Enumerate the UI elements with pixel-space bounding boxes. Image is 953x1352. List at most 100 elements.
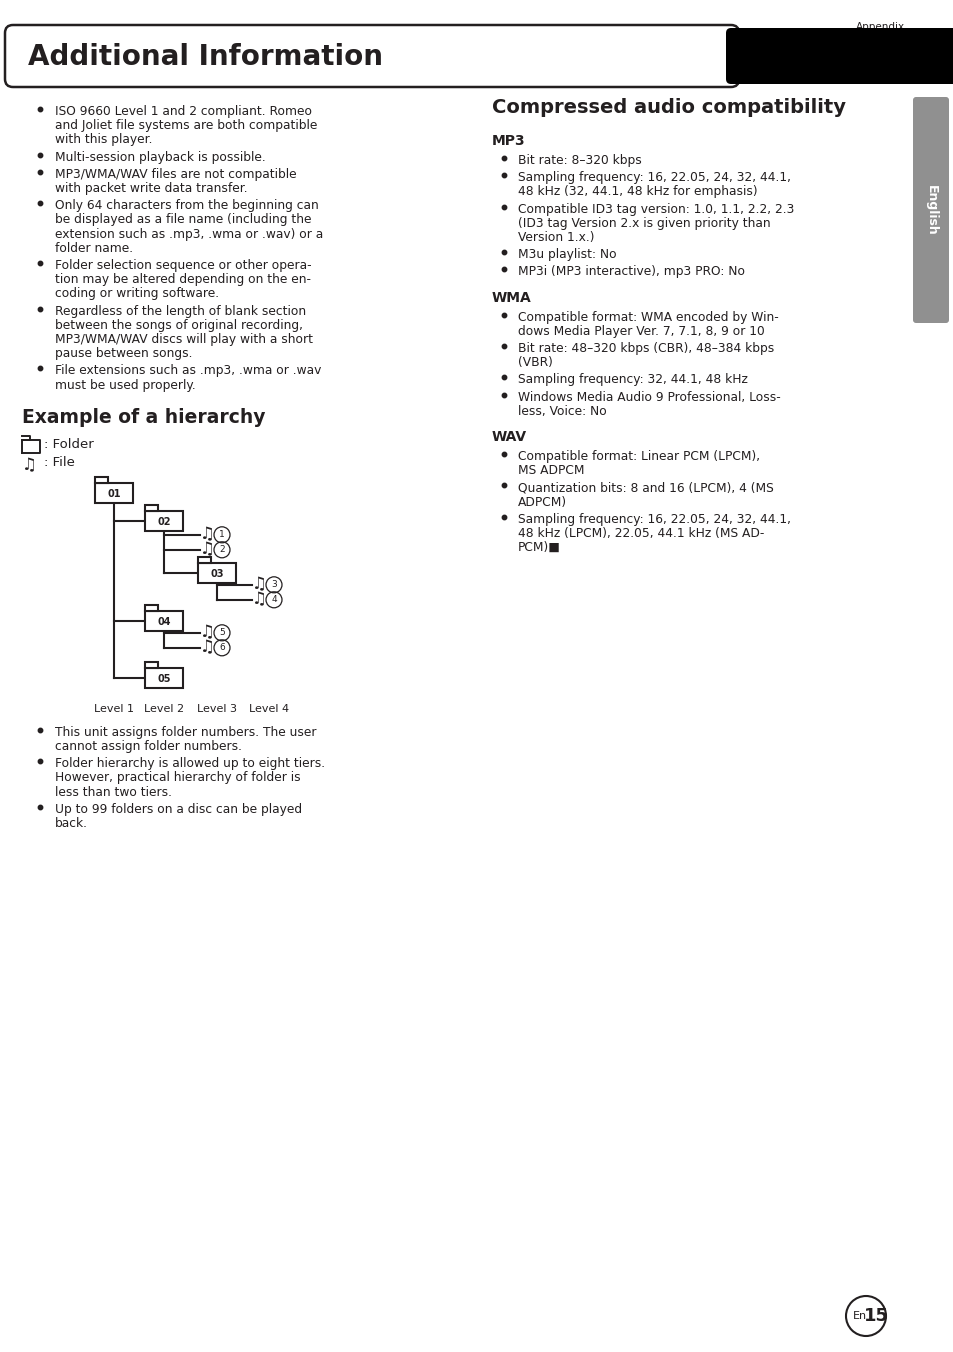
Polygon shape — [22, 435, 30, 439]
Circle shape — [845, 1297, 885, 1336]
Text: Version 1.x.): Version 1.x.) — [517, 231, 594, 243]
Text: Up to 99 folders on a disc can be played: Up to 99 folders on a disc can be played — [55, 803, 302, 815]
FancyBboxPatch shape — [5, 24, 739, 87]
Text: 01: 01 — [107, 489, 121, 499]
Polygon shape — [95, 477, 108, 483]
Polygon shape — [145, 661, 158, 668]
Text: Folder selection sequence or other opera-: Folder selection sequence or other opera… — [55, 260, 312, 272]
Text: Bit rate: 8–320 kbps: Bit rate: 8–320 kbps — [517, 154, 641, 168]
Text: English: English — [923, 185, 937, 235]
Text: 5: 5 — [219, 629, 225, 637]
Text: WAV: WAV — [492, 430, 527, 443]
Polygon shape — [145, 611, 183, 631]
Text: with packet write data transfer.: with packet write data transfer. — [55, 183, 248, 195]
Text: En: En — [852, 1311, 866, 1321]
Text: Level 2: Level 2 — [144, 704, 184, 714]
Text: Appendix: Appendix — [855, 22, 903, 32]
Text: Sampling frequency: 32, 44.1, 48 kHz: Sampling frequency: 32, 44.1, 48 kHz — [517, 373, 747, 387]
Text: 03: 03 — [210, 569, 224, 579]
Text: Sampling frequency: 16, 22.05, 24, 32, 44.1,: Sampling frequency: 16, 22.05, 24, 32, 4… — [517, 172, 790, 184]
Text: 48 kHz (32, 44.1, 48 kHz for emphasis): 48 kHz (32, 44.1, 48 kHz for emphasis) — [517, 185, 757, 199]
Circle shape — [213, 639, 230, 656]
Text: MP3/WMA/WAV files are not compatible: MP3/WMA/WAV files are not compatible — [55, 168, 296, 181]
Text: less, Voice: No: less, Voice: No — [517, 404, 606, 418]
Text: Quantization bits: 8 and 16 (LPCM), 4 (MS: Quantization bits: 8 and 16 (LPCM), 4 (M… — [517, 481, 773, 495]
Text: Example of a hierarchy: Example of a hierarchy — [22, 408, 265, 427]
Text: Compatible ID3 tag version: 1.0, 1.1, 2.2, 2.3: Compatible ID3 tag version: 1.0, 1.1, 2.… — [517, 203, 794, 215]
Text: : Folder: : Folder — [44, 438, 93, 450]
Text: Compatible format: Linear PCM (LPCM),: Compatible format: Linear PCM (LPCM), — [517, 450, 760, 462]
Text: Only 64 characters from the beginning can: Only 64 characters from the beginning ca… — [55, 199, 318, 212]
Text: (ID3 tag Version 2.x is given priority than: (ID3 tag Version 2.x is given priority t… — [517, 216, 770, 230]
Text: WMA: WMA — [492, 291, 531, 304]
Text: 05: 05 — [157, 673, 171, 684]
Text: between the songs of original recording,: between the songs of original recording, — [55, 319, 303, 331]
Text: Level 1: Level 1 — [94, 704, 133, 714]
Text: and Joliet file systems are both compatible: and Joliet file systems are both compati… — [55, 119, 317, 132]
Text: 48 kHz (LPCM), 22.05, 44.1 kHz (MS AD-: 48 kHz (LPCM), 22.05, 44.1 kHz (MS AD- — [517, 527, 763, 539]
Text: dows Media Player Ver. 7, 7.1, 8, 9 or 10: dows Media Player Ver. 7, 7.1, 8, 9 or 1… — [517, 324, 764, 338]
Polygon shape — [145, 511, 183, 531]
Text: be displayed as a file name (including the: be displayed as a file name (including t… — [55, 214, 312, 226]
Text: cannot assign folder numbers.: cannot assign folder numbers. — [55, 740, 242, 753]
Circle shape — [266, 577, 282, 592]
Text: 2: 2 — [219, 545, 225, 554]
Text: : File: : File — [44, 456, 74, 469]
Text: Sampling frequency: 16, 22.05, 24, 32, 44.1,: Sampling frequency: 16, 22.05, 24, 32, 4… — [517, 512, 790, 526]
Text: extension such as .mp3, .wma or .wav) or a: extension such as .mp3, .wma or .wav) or… — [55, 227, 323, 241]
Text: This unit assigns folder numbers. The user: This unit assigns folder numbers. The us… — [55, 726, 316, 738]
Text: MS ADPCM: MS ADPCM — [517, 464, 584, 477]
Text: ♫: ♫ — [200, 623, 214, 642]
Text: ♫: ♫ — [200, 526, 214, 544]
Text: ADPCM): ADPCM) — [517, 496, 566, 508]
Text: MP3: MP3 — [492, 134, 525, 147]
Text: 4: 4 — [271, 595, 276, 604]
Polygon shape — [145, 668, 183, 688]
Text: (VBR): (VBR) — [517, 356, 553, 369]
Text: Windows Media Audio 9 Professional, Loss-: Windows Media Audio 9 Professional, Loss… — [517, 391, 780, 404]
Text: Folder hierarchy is allowed up to eight tiers.: Folder hierarchy is allowed up to eight … — [55, 757, 325, 771]
Text: MP3i (MP3 interactive), mp3 PRO: No: MP3i (MP3 interactive), mp3 PRO: No — [517, 265, 744, 279]
Circle shape — [266, 592, 282, 608]
FancyBboxPatch shape — [725, 28, 953, 84]
Text: 04: 04 — [157, 617, 171, 627]
Text: 6: 6 — [219, 644, 225, 652]
Text: Compatible format: WMA encoded by Win-: Compatible format: WMA encoded by Win- — [517, 311, 778, 323]
Text: PCM)■: PCM)■ — [517, 541, 560, 554]
Text: Multi-session playback is possible.: Multi-session playback is possible. — [55, 150, 266, 164]
Polygon shape — [198, 562, 235, 583]
FancyBboxPatch shape — [912, 97, 948, 323]
Text: ISO 9660 Level 1 and 2 compliant. Romeo: ISO 9660 Level 1 and 2 compliant. Romeo — [55, 105, 312, 118]
Text: back.: back. — [55, 817, 88, 830]
Text: Regardless of the length of blank section: Regardless of the length of blank sectio… — [55, 304, 306, 318]
Text: folder name.: folder name. — [55, 242, 133, 254]
Text: ♫: ♫ — [22, 457, 37, 475]
Text: Level 4: Level 4 — [249, 704, 289, 714]
Text: Additional Information: Additional Information — [28, 43, 382, 72]
Text: 1: 1 — [219, 530, 225, 539]
Text: MP3/WMA/WAV discs will play with a short: MP3/WMA/WAV discs will play with a short — [55, 333, 313, 346]
Text: File extensions such as .mp3, .wma or .wav: File extensions such as .mp3, .wma or .w… — [55, 365, 321, 377]
Polygon shape — [95, 483, 132, 503]
Circle shape — [213, 542, 230, 558]
Text: with this player.: with this player. — [55, 134, 152, 146]
Text: 3: 3 — [271, 580, 276, 589]
Circle shape — [213, 527, 230, 542]
Text: ♫: ♫ — [200, 638, 214, 657]
Text: ♫: ♫ — [200, 541, 214, 558]
Text: Level 3: Level 3 — [196, 704, 236, 714]
Polygon shape — [198, 557, 211, 562]
Text: Bit rate: 48–320 kbps (CBR), 48–384 kbps: Bit rate: 48–320 kbps (CBR), 48–384 kbps — [517, 342, 774, 356]
Circle shape — [213, 625, 230, 641]
Text: must be used properly.: must be used properly. — [55, 379, 195, 392]
Text: tion may be altered depending on the en-: tion may be altered depending on the en- — [55, 273, 311, 287]
Text: Compressed audio compatibility: Compressed audio compatibility — [492, 97, 845, 118]
Polygon shape — [145, 604, 158, 611]
Text: 02: 02 — [157, 516, 171, 527]
Text: ♫: ♫ — [252, 591, 267, 608]
Text: pause between songs.: pause between songs. — [55, 347, 193, 360]
Text: However, practical hierarchy of folder is: However, practical hierarchy of folder i… — [55, 772, 300, 784]
Polygon shape — [145, 504, 158, 511]
Text: less than two tiers.: less than two tiers. — [55, 786, 172, 799]
Text: 15: 15 — [862, 1307, 887, 1325]
